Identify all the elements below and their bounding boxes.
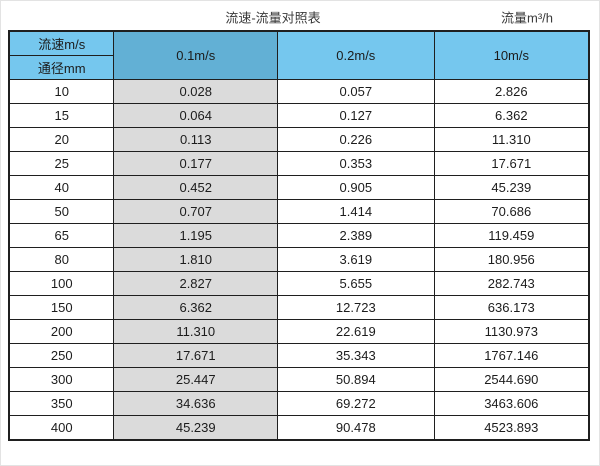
- value-cell: 17.671: [433, 151, 590, 176]
- value-cell: 2544.690: [433, 367, 590, 392]
- value-cell: 17.671: [113, 343, 279, 368]
- diameter-cell: 25: [8, 151, 115, 176]
- table-row: 25 0.177 0.353 17.671: [8, 151, 590, 176]
- diameter-cell: 40: [8, 175, 115, 200]
- value-cell: 119.459: [433, 223, 590, 248]
- diameter-cell: 100: [8, 271, 115, 296]
- table-row: 100 2.827 5.655 282.743: [8, 271, 590, 296]
- value-cell: 0.057: [277, 79, 435, 104]
- flow-rate-table: 流速m/s 0.1m/s 0.2m/s 10m/s 通径mm 10 0.028 …: [8, 30, 590, 441]
- value-cell: 34.636: [113, 391, 279, 416]
- value-cell: 2.389: [277, 223, 435, 248]
- diameter-cell: 300: [8, 367, 115, 392]
- table-row: 80 1.810 3.619 180.956: [8, 247, 590, 272]
- flow-unit-label: 流量m³/h: [500, 10, 554, 26]
- diameter-cell: 15: [8, 103, 115, 128]
- diameter-cell: 50: [8, 199, 115, 224]
- header-row: 流速m/s 0.1m/s 0.2m/s 10m/s: [8, 30, 590, 80]
- value-cell: 3463.606: [433, 391, 590, 416]
- value-cell: 0.226: [277, 127, 435, 152]
- page-title: 流速-流量对照表: [225, 10, 321, 26]
- value-cell: 70.686: [433, 199, 590, 224]
- value-cell: 0.905: [277, 175, 435, 200]
- table-row: 20 0.113 0.226 11.310: [8, 127, 590, 152]
- value-cell: 2.827: [113, 271, 279, 296]
- table-row: 300 25.447 50.894 2544.690: [8, 367, 590, 392]
- value-cell: 35.343: [277, 343, 435, 368]
- value-cell: 11.310: [113, 319, 279, 344]
- table-row: 400 45.239 90.478 4523.893: [8, 415, 590, 441]
- value-cell: 2.826: [433, 79, 590, 104]
- diameter-cell: 350: [8, 391, 115, 416]
- table-row: 15 0.064 0.127 6.362: [8, 103, 590, 128]
- diameter-cell: 200: [8, 319, 115, 344]
- column-header-0.1ms: 0.1m/s: [113, 30, 279, 80]
- value-cell: 0.452: [113, 175, 279, 200]
- value-cell: 1.810: [113, 247, 279, 272]
- value-cell: 1.414: [277, 199, 435, 224]
- table-row: 250 17.671 35.343 1767.146: [8, 343, 590, 368]
- value-cell: 11.310: [433, 127, 590, 152]
- value-cell: 1.195: [113, 223, 279, 248]
- value-cell: 0.127: [277, 103, 435, 128]
- value-cell: 1130.973: [433, 319, 590, 344]
- diameter-cell: 20: [8, 127, 115, 152]
- value-cell: 22.619: [277, 319, 435, 344]
- value-cell: 0.707: [113, 199, 279, 224]
- table-row: 150 6.362 12.723 636.173: [8, 295, 590, 320]
- value-cell: 636.173: [433, 295, 590, 320]
- value-cell: 0.064: [113, 103, 279, 128]
- table-row: 50 0.707 1.414 70.686: [8, 199, 590, 224]
- value-cell: 3.619: [277, 247, 435, 272]
- corner-diameter-label: 通径mm: [8, 55, 115, 80]
- table-row: 200 11.310 22.619 1130.973: [8, 319, 590, 344]
- value-cell: 6.362: [113, 295, 279, 320]
- diameter-cell: 65: [8, 223, 115, 248]
- value-cell: 12.723: [277, 295, 435, 320]
- value-cell: 0.113: [113, 127, 279, 152]
- column-header-10ms: 10m/s: [433, 30, 590, 80]
- diameter-cell: 150: [8, 295, 115, 320]
- value-cell: 69.272: [277, 391, 435, 416]
- value-cell: 6.362: [433, 103, 590, 128]
- title-bar: 流速-流量对照表 流量m³/h: [1, 1, 599, 30]
- value-cell: 4523.893: [433, 415, 590, 441]
- corner-velocity-label: 流速m/s: [8, 30, 115, 56]
- value-cell: 45.239: [113, 415, 279, 441]
- diameter-cell: 80: [8, 247, 115, 272]
- value-cell: 45.239: [433, 175, 590, 200]
- table-row: 10 0.028 0.057 2.826: [8, 79, 590, 104]
- diameter-cell: 400: [8, 415, 115, 441]
- value-cell: 5.655: [277, 271, 435, 296]
- table-row: 65 1.195 2.389 119.459: [8, 223, 590, 248]
- value-cell: 0.353: [277, 151, 435, 176]
- value-cell: 282.743: [433, 271, 590, 296]
- header-row: 通径mm: [8, 55, 589, 80]
- value-cell: 0.028: [113, 79, 279, 104]
- value-cell: 1767.146: [433, 343, 590, 368]
- table-row: 40 0.452 0.905 45.239: [8, 175, 590, 200]
- value-cell: 180.956: [433, 247, 590, 272]
- value-cell: 0.177: [113, 151, 279, 176]
- value-cell: 25.447: [113, 367, 279, 392]
- diameter-cell: 10: [8, 79, 115, 104]
- table-row: 350 34.636 69.272 3463.606: [8, 391, 590, 416]
- value-cell: 50.894: [277, 367, 435, 392]
- value-cell: 90.478: [277, 415, 435, 441]
- diameter-cell: 250: [8, 343, 115, 368]
- column-header-0.2ms: 0.2m/s: [277, 30, 435, 80]
